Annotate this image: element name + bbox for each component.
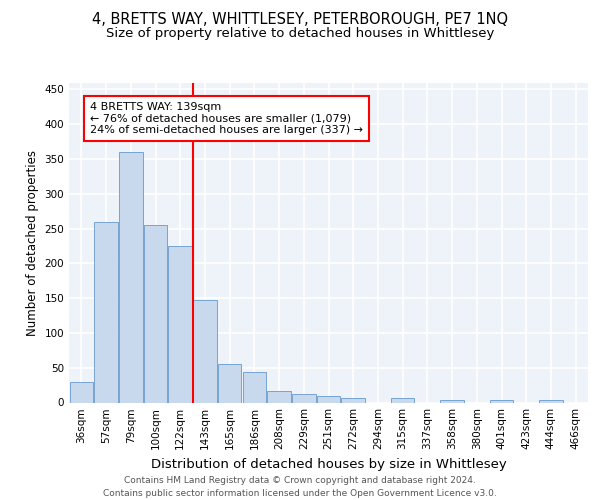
Text: Size of property relative to detached houses in Whittlesey: Size of property relative to detached ho… [106, 28, 494, 40]
Bar [144, 225, 167, 402]
Bar [440, 400, 464, 402]
Bar [490, 400, 513, 402]
Text: Contains HM Land Registry data © Crown copyright and database right 2024.
Contai: Contains HM Land Registry data © Crown c… [103, 476, 497, 498]
Y-axis label: Number of detached properties: Number of detached properties [26, 150, 39, 336]
Bar [169, 246, 192, 402]
Bar [268, 390, 291, 402]
Bar [70, 382, 93, 402]
Bar [94, 222, 118, 402]
Bar [391, 398, 415, 402]
Text: 4 BRETTS WAY: 139sqm
← 76% of detached houses are smaller (1,079)
24% of semi-de: 4 BRETTS WAY: 139sqm ← 76% of detached h… [90, 102, 363, 135]
Bar [193, 300, 217, 403]
Bar [218, 364, 241, 403]
Bar [317, 396, 340, 402]
Bar [341, 398, 365, 402]
Text: 4, BRETTS WAY, WHITTLESEY, PETERBOROUGH, PE7 1NQ: 4, BRETTS WAY, WHITTLESEY, PETERBOROUGH,… [92, 12, 508, 28]
Bar [119, 152, 143, 403]
Bar [539, 400, 563, 402]
Bar [242, 372, 266, 402]
Bar [292, 394, 316, 402]
X-axis label: Distribution of detached houses by size in Whittlesey: Distribution of detached houses by size … [151, 458, 506, 471]
